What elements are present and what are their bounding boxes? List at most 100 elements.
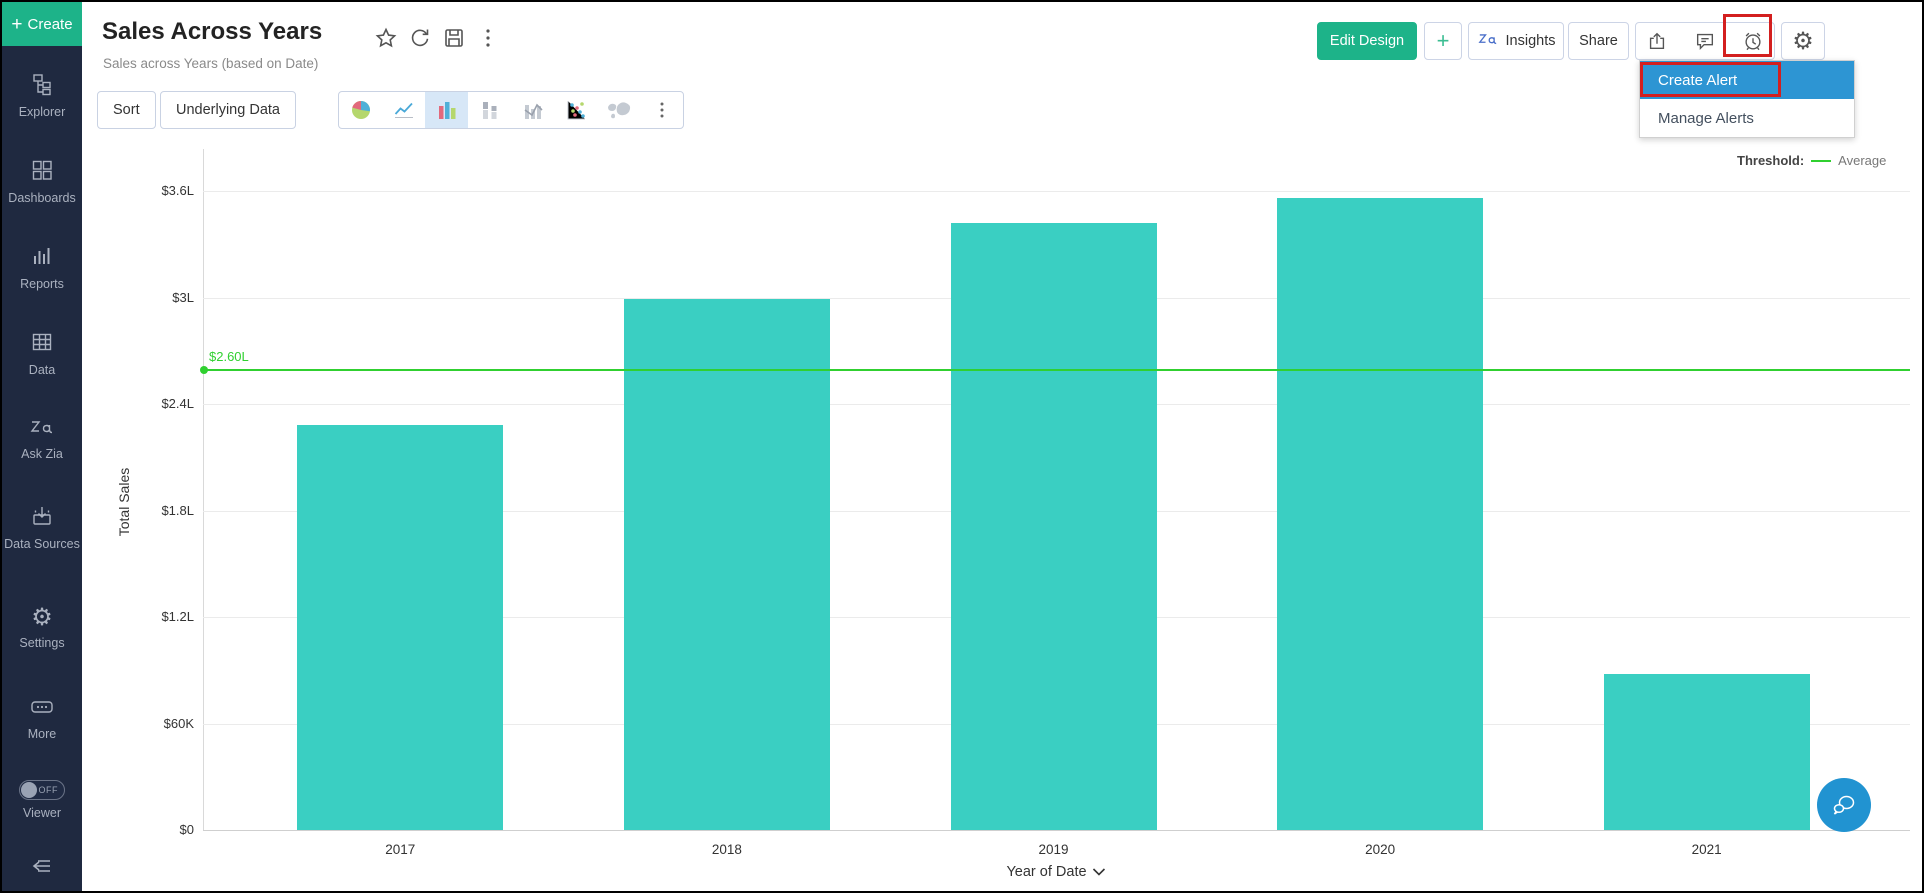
sidebar-item-label: Explorer	[18, 105, 66, 119]
bar[interactable]	[623, 299, 830, 830]
chart-type-toolbar	[338, 91, 684, 129]
underlying-data-button[interactable]: Underlying Data	[160, 91, 296, 129]
kebab-menu-icon[interactable]	[476, 26, 500, 55]
create-button-label: Create	[27, 15, 73, 33]
menu-item-label: Create Alert	[1658, 71, 1738, 89]
header-icon-group	[1635, 22, 1775, 60]
x-tick-label: 2018	[711, 842, 742, 857]
favorite-star-icon[interactable]	[374, 26, 398, 55]
create-button[interactable]: + Create	[2, 2, 82, 46]
collapse-arrow-icon	[29, 854, 55, 881]
sidebar-item-label: Data	[28, 363, 56, 377]
data-table-icon	[30, 330, 54, 357]
sidebar-item-label: More	[27, 727, 57, 741]
menu-item-manage-alerts[interactable]: Manage Alerts	[1640, 99, 1854, 137]
share-label: Share	[1579, 33, 1618, 49]
y-tick-label: $3.6L	[161, 183, 194, 198]
y-tick-label: $2.4L	[161, 396, 194, 411]
chat-assistant-button[interactable]	[1817, 778, 1871, 832]
sidebar-item-ask-zia[interactable]: Ask Zia	[2, 416, 82, 463]
pie-chart-icon[interactable]	[339, 92, 382, 128]
sidebar-item-label: Viewer	[23, 806, 61, 820]
y-tick-label: $0	[179, 822, 194, 837]
toggle-knob	[21, 782, 37, 798]
gear-icon: ⚙	[31, 604, 53, 631]
reports-bars-icon	[30, 244, 54, 271]
explorer-tree-icon	[30, 72, 54, 99]
insights-label: Insights	[1505, 33, 1556, 49]
sidebar-item-label: Ask Zia	[21, 447, 63, 461]
bar-chart-icon-selected[interactable]	[425, 92, 468, 128]
more-icon	[29, 696, 55, 721]
menu-item-label: Manage Alerts	[1658, 109, 1754, 127]
x-tick-label: 2019	[1038, 842, 1069, 857]
y-axis-title: Total Sales	[116, 467, 132, 537]
x-axis-field-control[interactable]: Year of Date	[1006, 864, 1106, 880]
y-axis-line	[203, 149, 204, 830]
chevron-down-icon	[1092, 868, 1106, 876]
x-tick-label: 2020	[1365, 842, 1396, 857]
bar[interactable]	[297, 425, 504, 830]
sidebar-item-data[interactable]: Data	[2, 330, 82, 379]
sidebar-item-dashboards[interactable]: Dashboards	[2, 158, 82, 207]
more-chart-types-icon[interactable]	[640, 92, 683, 128]
x-tick-label: 2017	[385, 842, 416, 857]
plus-icon: +	[11, 13, 23, 35]
map-chart-icon[interactable]	[597, 92, 640, 128]
dashboards-grid-icon	[30, 158, 54, 185]
bar[interactable]	[1603, 673, 1810, 830]
add-report-button[interactable]: +	[1424, 22, 1462, 60]
combo-chart-icon[interactable]	[511, 92, 554, 128]
edit-design-button[interactable]: Edit Design	[1317, 22, 1417, 60]
comments-button[interactable]	[1684, 23, 1725, 59]
alert-dropdown-menu: Create Alert Manage Alerts	[1639, 60, 1855, 138]
threshold-dot	[200, 365, 208, 374]
x-tick-label: 2021	[1691, 842, 1722, 857]
sort-button[interactable]: Sort	[97, 91, 156, 129]
bar[interactable]	[1277, 198, 1484, 830]
sidebar-item-data-sources[interactable]: Data Sources	[2, 504, 82, 553]
sidebar-item-explorer[interactable]: Explorer	[2, 72, 82, 121]
save-icon[interactable]	[442, 26, 466, 55]
chat-bubbles-icon	[1833, 795, 1855, 815]
threshold-value-label: $2.60L	[209, 348, 249, 364]
underlying-data-label: Underlying Data	[176, 102, 280, 118]
insights-button[interactable]: Insights	[1468, 22, 1564, 60]
sidebar-collapse[interactable]	[2, 854, 82, 881]
toggle-state-label: OFF	[38, 785, 58, 795]
sidebar-item-more[interactable]: More	[2, 696, 82, 743]
export-button[interactable]	[1636, 23, 1677, 59]
threshold-line	[203, 368, 1910, 371]
plus-icon: +	[1436, 28, 1450, 53]
sidebar-item-settings[interactable]: ⚙ Settings	[2, 606, 82, 652]
sidebar-item-label: Reports	[20, 277, 64, 291]
y-tick-label: $60K	[163, 715, 194, 731]
zia-insights-icon	[1477, 30, 1499, 52]
zia-icon	[29, 416, 55, 441]
bar[interactable]	[950, 222, 1157, 830]
sidebar: + Create Explorer Dashboards Reports Dat…	[2, 2, 82, 891]
menu-item-create-alert[interactable]: Create Alert	[1640, 61, 1854, 99]
threshold-line-swatch	[1811, 159, 1832, 162]
sidebar-item-label: Data Sources	[4, 537, 80, 551]
share-button[interactable]: Share	[1568, 22, 1629, 60]
settings-gear-button[interactable]: ⚙	[1781, 22, 1825, 60]
refresh-icon[interactable]	[408, 26, 432, 55]
gridline	[203, 191, 1910, 192]
sidebar-item-label: Dashboards	[8, 191, 76, 205]
scatter-chart-icon[interactable]	[554, 92, 597, 128]
threshold-legend: Threshold: Average	[1737, 153, 1886, 168]
edit-design-label: Edit Design	[1329, 33, 1405, 49]
gear-icon: ⚙	[1792, 27, 1814, 55]
threshold-legend-label: Threshold:	[1737, 153, 1805, 168]
viewer-toggle[interactable]: OFF	[19, 780, 65, 800]
x-axis-baseline	[203, 830, 1910, 831]
sidebar-item-reports[interactable]: Reports	[2, 244, 82, 293]
alert-bell-button[interactable]	[1733, 23, 1774, 59]
sort-label: Sort	[113, 102, 140, 118]
data-sources-icon	[30, 504, 54, 531]
stacked-bar-icon[interactable]	[468, 92, 511, 128]
threshold-name: Average	[1838, 153, 1887, 168]
line-chart-icon[interactable]	[382, 92, 425, 128]
sidebar-item-label: Settings	[19, 636, 65, 650]
